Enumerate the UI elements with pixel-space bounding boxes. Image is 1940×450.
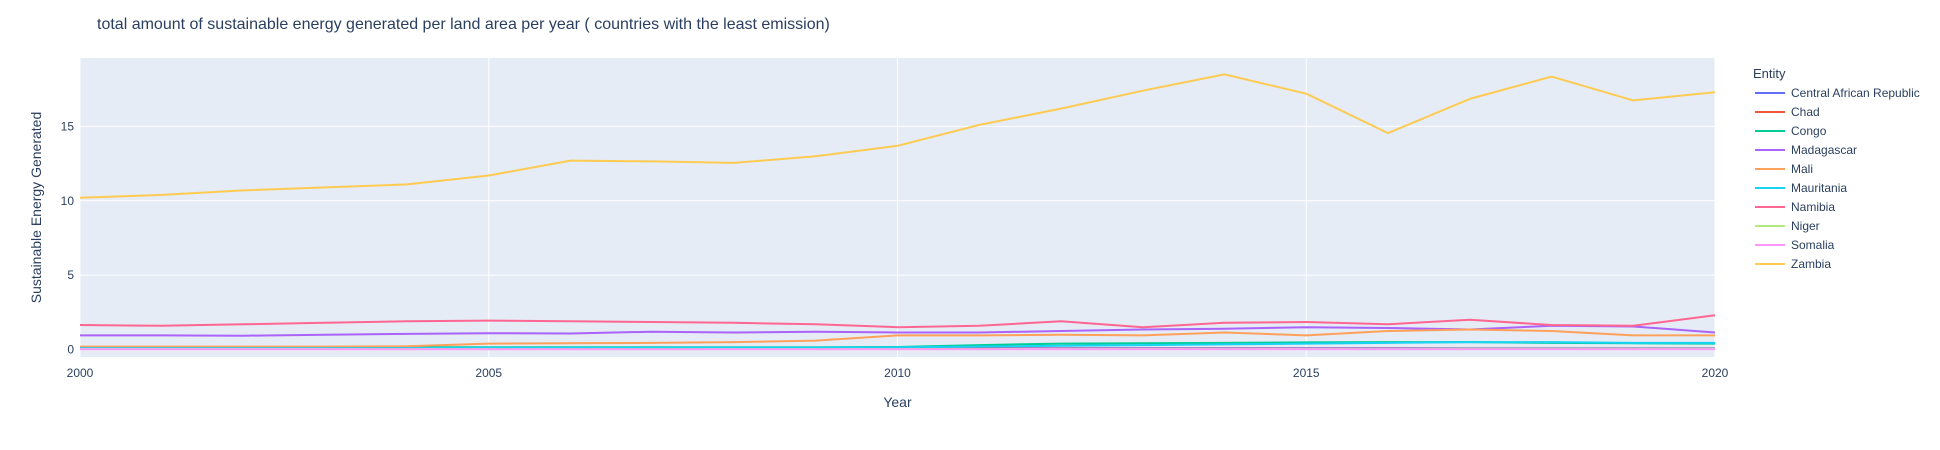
y-tick-label: 10	[61, 194, 75, 208]
legend-title: Entity	[1753, 66, 1786, 81]
legend: Entity Central African Republic Chad Congo…	[1753, 66, 1920, 271]
series-line	[79, 73, 1716, 199]
legend-label: Central African Republic	[1791, 86, 1920, 100]
series-line	[79, 314, 1716, 329]
x-tick-label: 2010	[884, 366, 911, 380]
y-tick-label: 0	[67, 343, 74, 357]
legend-label: Niger	[1791, 219, 1820, 233]
y-axis-ticks: 0 5 10 15	[61, 119, 75, 356]
legend-item[interactable]: Mauritania	[1755, 181, 1847, 195]
y-tick-label: 5	[67, 268, 74, 282]
legend-item[interactable]: Congo	[1755, 124, 1827, 138]
x-axis-ticks: 2000 2005 2010 2015 2020	[67, 366, 1729, 380]
x-tick-label: 2000	[67, 366, 94, 380]
legend-label: Namibia	[1791, 200, 1835, 214]
legend-label: Somalia	[1791, 238, 1835, 252]
x-tick-label: 2020	[1702, 366, 1729, 380]
legend-item[interactable]: Somalia	[1755, 238, 1835, 252]
legend-item[interactable]: Mali	[1755, 162, 1813, 176]
legend-label: Chad	[1791, 105, 1820, 119]
x-tick-label: 2015	[1293, 366, 1320, 380]
legend-label: Madagascar	[1791, 143, 1857, 157]
legend-label: Mauritania	[1791, 181, 1847, 195]
legend-label: Mali	[1791, 162, 1813, 176]
legend-item[interactable]: Madagascar	[1755, 143, 1857, 157]
legend-item[interactable]: Namibia	[1755, 200, 1835, 214]
series-lines	[79, 73, 1716, 351]
y-axis-title: Sustainable Energy Generated	[28, 112, 44, 303]
x-tick-label: 2005	[475, 366, 502, 380]
legend-item[interactable]: Central African Republic	[1755, 86, 1920, 100]
legend-item[interactable]: Zambia	[1755, 257, 1831, 271]
legend-item[interactable]: Chad	[1755, 105, 1820, 119]
y-tick-label: 15	[61, 119, 75, 133]
chart-title: total amount of sustainable energy gener…	[97, 16, 830, 33]
legend-label: Zambia	[1791, 257, 1831, 271]
x-axis-title: Year	[883, 394, 912, 410]
series-line	[80, 328, 1715, 348]
legend-item[interactable]: Niger	[1755, 219, 1820, 233]
legend-label: Congo	[1791, 124, 1827, 138]
